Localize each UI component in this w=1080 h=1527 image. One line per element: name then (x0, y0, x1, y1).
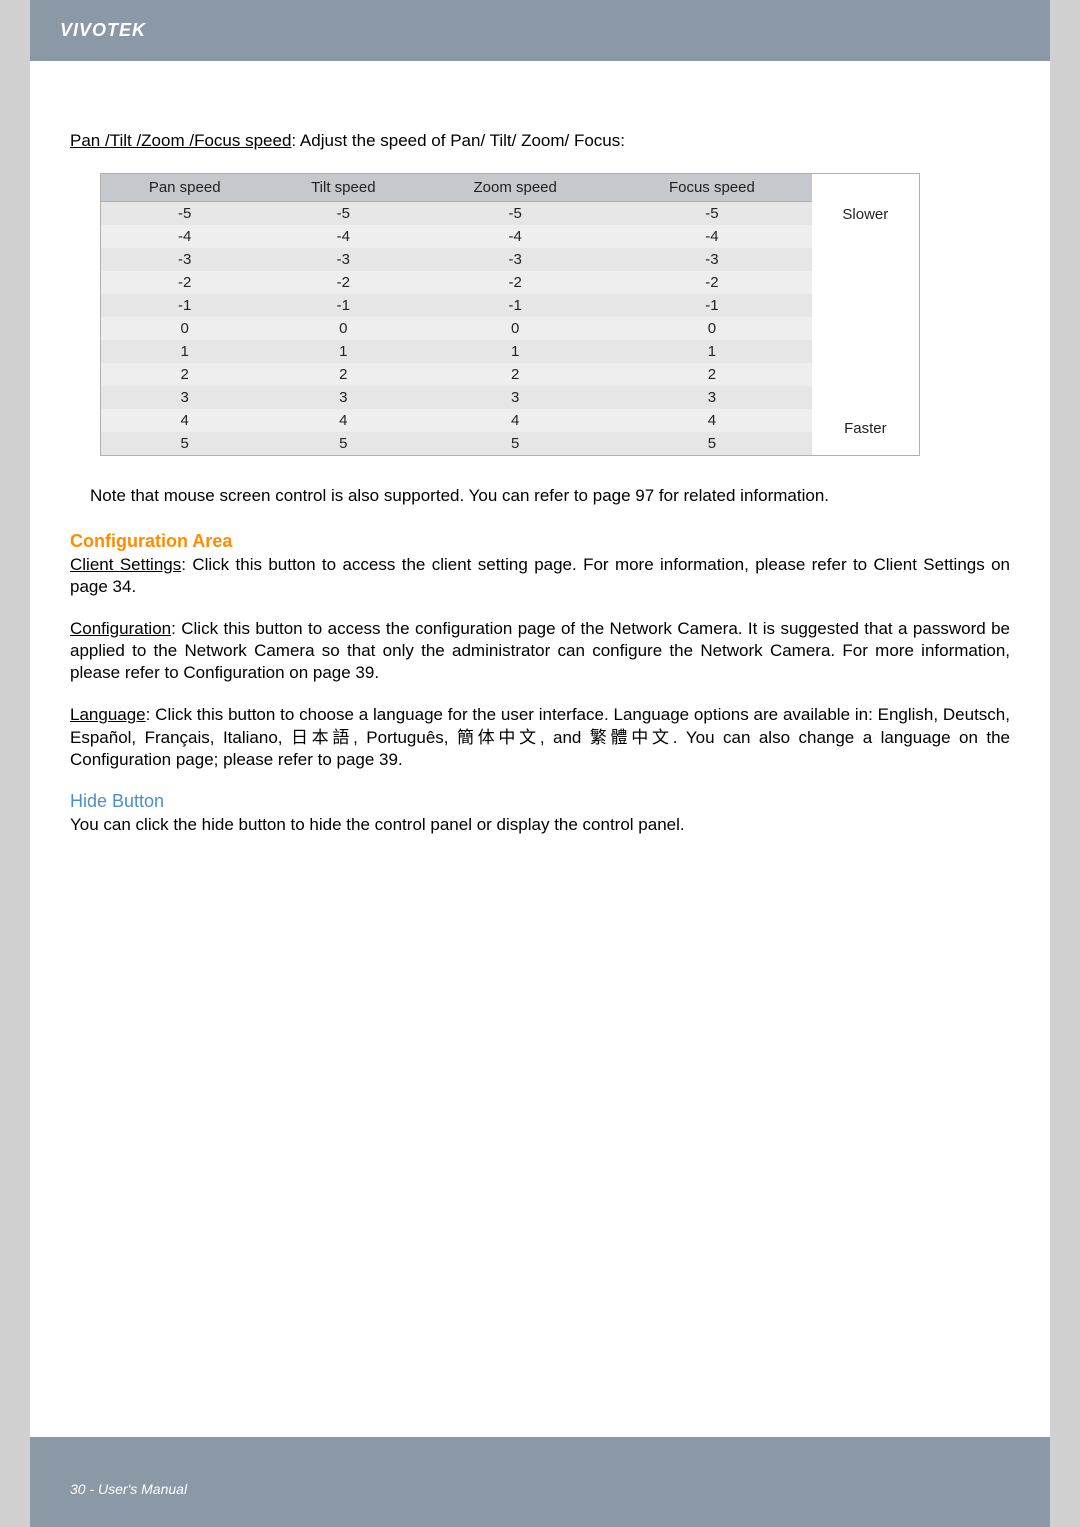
col-zoom: Zoom speed (418, 174, 612, 202)
table-cell: -2 (101, 271, 269, 294)
table-cell: -3 (418, 248, 612, 271)
table-cell: -5 (612, 202, 812, 226)
table-cell: 2 (101, 363, 269, 386)
table-cell: 3 (101, 386, 269, 409)
client-settings-label: Client Settings (70, 555, 181, 574)
configuration-para: Configuration: Click this button to acce… (70, 618, 1010, 684)
client-settings-para: Client Settings: Click this button to ac… (70, 554, 1010, 598)
client-settings-text: : Click this button to access the client… (70, 555, 1010, 596)
table-cell: -1 (101, 294, 269, 317)
table-cell: -5 (418, 202, 612, 226)
table-cell: 4 (418, 409, 612, 432)
table-cell: -1 (268, 294, 418, 317)
col-focus: Focus speed (612, 174, 812, 202)
language-label: Language (70, 705, 146, 724)
table-cell: -2 (268, 271, 418, 294)
hide-button-text: You can click the hide button to hide th… (70, 814, 1010, 836)
table-cell: 5 (418, 432, 612, 456)
table-cell: 4 (268, 409, 418, 432)
config-area-title: Configuration Area (70, 531, 1010, 552)
configuration-label: Configuration (70, 619, 171, 638)
note-text: Note that mouse screen control is also s… (90, 486, 1010, 506)
table-row: -3-3-3-3 (101, 248, 920, 271)
table-cell: -1 (612, 294, 812, 317)
table-cell: -3 (612, 248, 812, 271)
col-side (812, 174, 920, 202)
header-bar: VIVOTEK (30, 0, 1050, 61)
side-label-faster: Faster (812, 363, 920, 456)
table-cell: 0 (101, 317, 269, 340)
table-cell: 0 (418, 317, 612, 340)
brand-text: VIVOTEK (60, 20, 146, 40)
table-cell: -5 (268, 202, 418, 226)
table-cell: -2 (612, 271, 812, 294)
document-page: VIVOTEK Pan /Tilt /Zoom /Focus speed: Ad… (30, 0, 1050, 1527)
table-cell: 0 (612, 317, 812, 340)
intro-line: Pan /Tilt /Zoom /Focus speed: Adjust the… (70, 131, 1010, 151)
table-header-row: Pan speed Tilt speed Zoom speed Focus sp… (101, 174, 920, 202)
table-cell: 1 (268, 340, 418, 363)
table-cell: 1 (418, 340, 612, 363)
table-cell: -3 (101, 248, 269, 271)
content-area: Pan /Tilt /Zoom /Focus speed: Adjust the… (30, 61, 1050, 896)
table-cell: -3 (268, 248, 418, 271)
table-cell: 2 (612, 363, 812, 386)
col-tilt: Tilt speed (268, 174, 418, 202)
table-cell: 3 (268, 386, 418, 409)
table-cell: -1 (418, 294, 612, 317)
table-cell: -5 (101, 202, 269, 226)
configuration-text: : Click this button to access the config… (70, 619, 1010, 682)
table-cell: -2 (418, 271, 612, 294)
table-cell: -4 (418, 225, 612, 248)
table-cell: 4 (612, 409, 812, 432)
language-text: : Click this button to choose a language… (70, 705, 1010, 768)
col-pan: Pan speed (101, 174, 269, 202)
table-row: -5-5-5-5Slower (101, 202, 920, 226)
table-cell: -4 (101, 225, 269, 248)
hide-button-title: Hide Button (70, 791, 1010, 812)
side-label-slower: Slower (812, 202, 920, 364)
table-cell: 3 (612, 386, 812, 409)
table-row: 5555 (101, 432, 920, 456)
table-cell: 2 (418, 363, 612, 386)
table-row: 0000 (101, 317, 920, 340)
language-para: Language: Click this button to choose a … (70, 704, 1010, 770)
table-row: -1-1-1-1 (101, 294, 920, 317)
table-row: -2-2-2-2 (101, 271, 920, 294)
speed-table: Pan speed Tilt speed Zoom speed Focus sp… (100, 173, 920, 456)
table-cell: -4 (612, 225, 812, 248)
table-cell: 5 (268, 432, 418, 456)
table-row: 4444 (101, 409, 920, 432)
table-cell: 1 (101, 340, 269, 363)
table-cell: -4 (268, 225, 418, 248)
table-cell: 1 (612, 340, 812, 363)
table-cell: 5 (101, 432, 269, 456)
table-cell: 4 (101, 409, 269, 432)
intro-underlined: Pan /Tilt /Zoom /Focus speed (70, 131, 291, 150)
footer-text: 30 - User's Manual (70, 1481, 187, 1497)
table-cell: 3 (418, 386, 612, 409)
table-row: 2222Faster (101, 363, 920, 386)
table-cell: 5 (612, 432, 812, 456)
table-row: 3333 (101, 386, 920, 409)
table-row: -4-4-4-4 (101, 225, 920, 248)
table-cell: 0 (268, 317, 418, 340)
table-cell: 2 (268, 363, 418, 386)
intro-rest: : Adjust the speed of Pan/ Tilt/ Zoom/ F… (291, 131, 625, 150)
table-row: 1111 (101, 340, 920, 363)
